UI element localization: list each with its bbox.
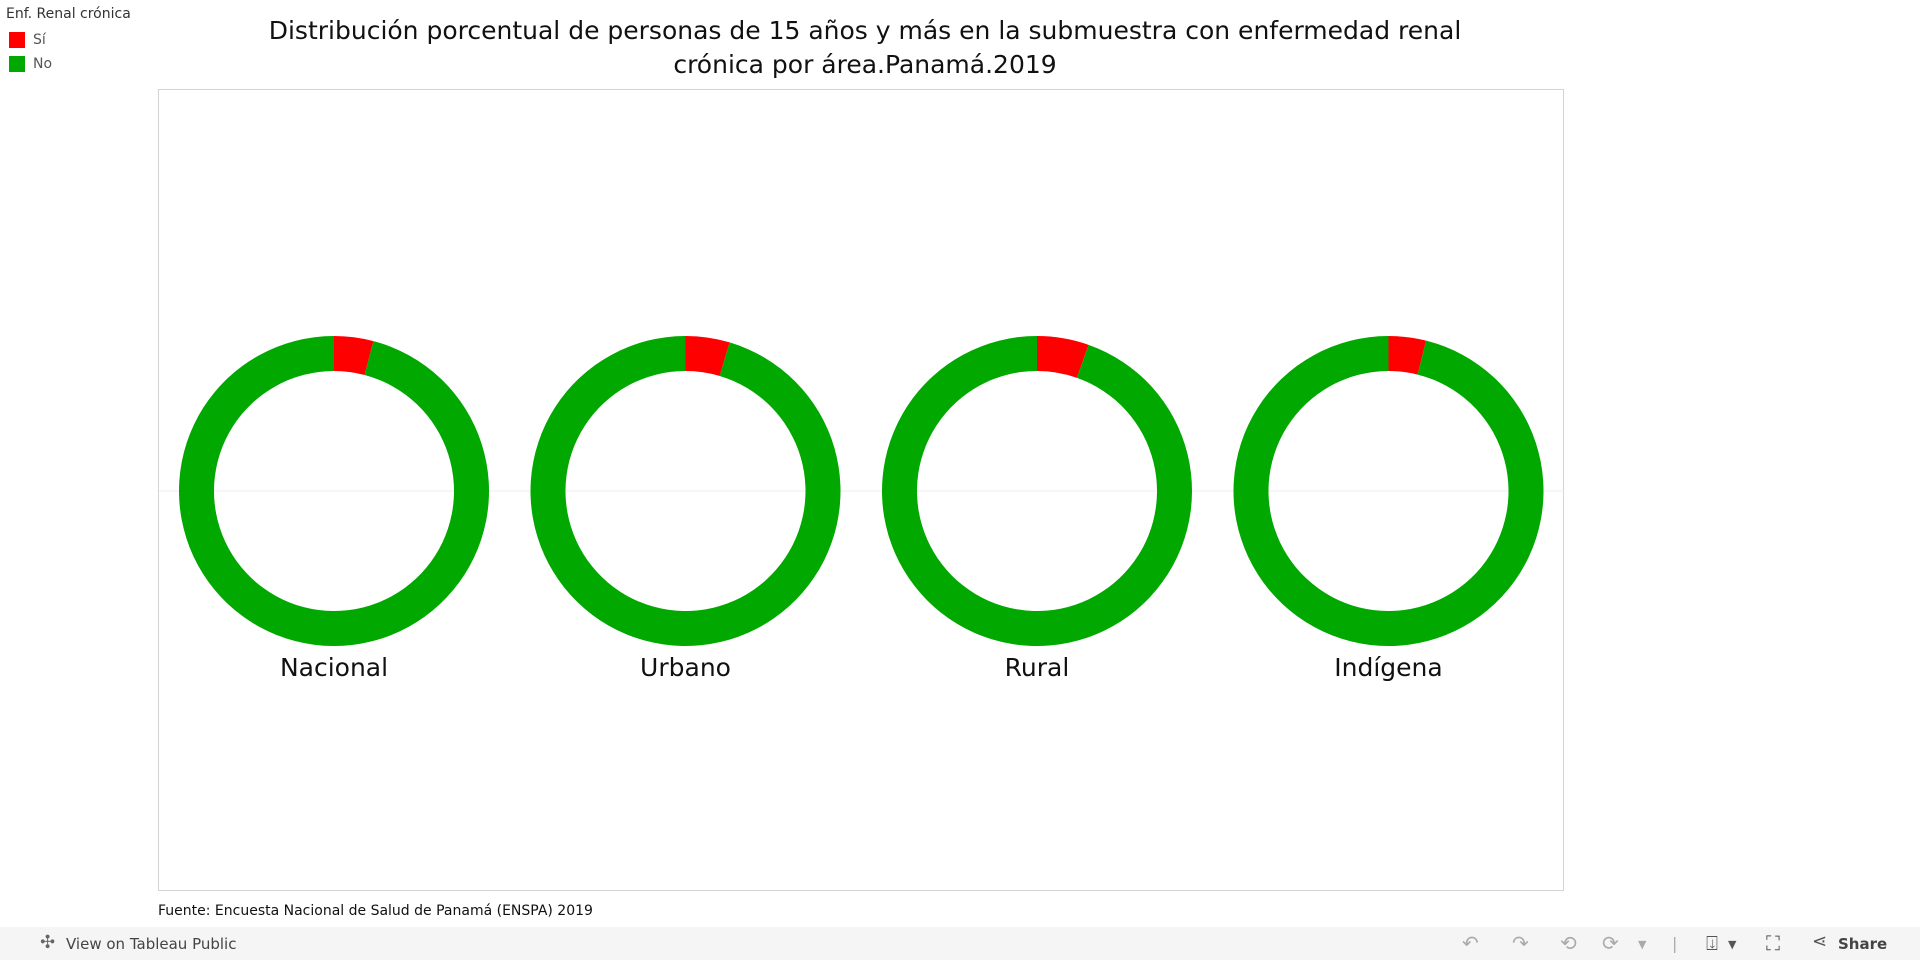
legend-label-no: No <box>33 56 53 72</box>
category-label: Nacional <box>280 653 388 682</box>
share-button[interactable]: Share <box>1838 935 1888 953</box>
category-label: Rural <box>1005 653 1070 682</box>
chart-title: Distribución porcentual de personas de 1… <box>268 16 1462 79</box>
fullscreen-icon[interactable]: ⛶ <box>1766 931 1780 955</box>
revert-icon[interactable]: ⟲ <box>1560 931 1577 955</box>
tableau-logo-icon: ✣ <box>40 932 56 953</box>
legend-swatch-si <box>9 32 25 48</box>
share-icon[interactable]: ⋖ <box>1812 931 1828 952</box>
download-icon[interactable]: ⍗ <box>1706 931 1718 955</box>
category-label: Urbano <box>640 653 731 682</box>
download-dropdown-icon[interactable]: ▼ <box>1728 938 1737 951</box>
plot-area: Nacional Urbano Rural Indígena <box>158 89 1565 891</box>
legend-item-si[interactable]: Sí <box>6 28 131 52</box>
bottom-toolbar: ✣ View on Tableau Public ↶ ↷ ⟲ ⟳ ▼ | ⍗ ▼… <box>0 927 1920 960</box>
donut-slice-nacional-si[interactable] <box>334 336 374 375</box>
redo-icon[interactable]: ↷ <box>1512 931 1529 955</box>
source-note: Fuente: Encuesta Nacional de Salud de Pa… <box>158 903 593 919</box>
refresh-icon[interactable]: ⟳ <box>1602 931 1619 955</box>
donut-slice-urbano-si[interactable] <box>685 336 730 376</box>
legend-label-si: Sí <box>33 32 46 48</box>
legend-title: Enf. Renal crónica <box>6 6 131 22</box>
legend-swatch-no <box>9 56 25 72</box>
refresh-dropdown-icon[interactable]: ▼ <box>1638 938 1647 951</box>
legend-item-no[interactable]: No <box>6 52 131 76</box>
view-on-tableau-link[interactable]: View on Tableau Public <box>66 935 237 953</box>
donut-slice-rural-si[interactable] <box>1037 336 1089 378</box>
donut-slice-indígena-si[interactable] <box>1388 336 1427 375</box>
separator: | <box>1672 934 1678 953</box>
category-label: Indígena <box>1334 653 1442 682</box>
undo-icon[interactable]: ↶ <box>1462 931 1479 955</box>
legend: Enf. Renal crónica Sí No <box>6 6 131 76</box>
donut-chart: Nacional Urbano Rural Indígena <box>159 336 1565 682</box>
